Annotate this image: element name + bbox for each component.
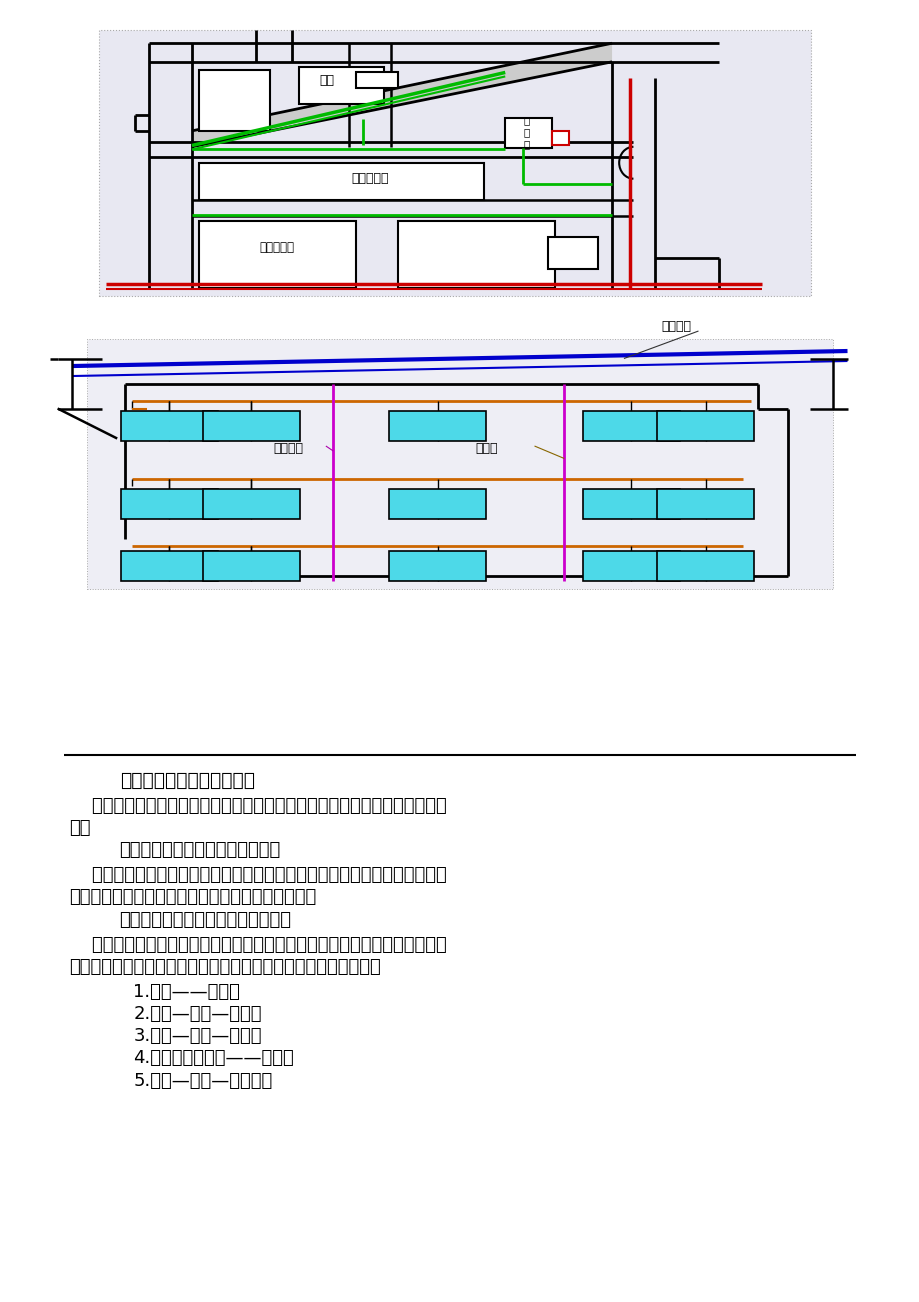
Text: 小区加压给水方式分为集中加压方式和分散加压方式，常用的有：: 小区加压给水方式分为集中加压方式和分散加压方式，常用的有： [69,958,380,976]
Text: 二、小区给水方式及其选择: 二、小区给水方式及其选择 [119,771,255,790]
Bar [203,411,300,441]
Bar [356,73,398,89]
Text: 4.管道泵直接抖水——水筱；: 4.管道泵直接抖水——水筱； [133,1049,294,1068]
Text: 城市给水管网直接给水方式有两种情形，一是给水水压能满足的楼层采用直: 城市给水管网直接给水方式有两种情形，一是给水水压能满足的楼层采用直 [69,866,447,884]
Bar [389,411,485,441]
Text: 小区给水方式一般采用城市给水管网直接给水和小区集中或分散加压给水方: 小区给水方式一般采用城市给水管网直接给水和小区集中或分散加压给水方 [69,797,447,815]
Bar [199,163,483,201]
Text: 市政给水管: 市政给水管 [259,241,295,254]
Bar [120,551,218,581]
Bar [389,488,485,518]
Bar [550,132,568,146]
Bar [120,488,218,518]
Text: 给水干管网: 给水干管网 [351,172,389,185]
Text: 城市管网压力过低，不能满足小区压力要求时，应采用小区加压给水方式。: 城市管网压力过低，不能满足小区压力要求时，应采用小区加压给水方式。 [69,936,447,954]
Text: 加
压
站: 加 压 站 [523,116,529,148]
Bar [398,221,554,288]
Bar [583,411,679,441]
Bar [657,411,754,441]
Bar [657,488,754,518]
Bar [299,68,384,104]
Text: 1.水池——水泵；: 1.水池——水泵； [133,983,240,1001]
Bar [389,551,485,581]
Text: 2.水池—水泵—水塔；: 2.水池—水泵—水塔； [133,1005,262,1023]
Text: 5.水池—水泵—气压羐；: 5.水池—水泵—气压羐； [133,1072,272,1090]
Text: 给水干管: 给水干管 [661,319,690,332]
Bar [583,551,679,581]
Bar [203,488,300,518]
Text: 式。: 式。 [69,819,90,837]
Bar [99,30,811,296]
Bar [203,551,300,581]
Text: 接供水；二是设置屋顶水筱利用夜间水压调蓄供水。: 接供水；二是设置屋顶水筱利用夜间水压调蓄供水。 [69,888,316,906]
Bar [657,551,754,581]
Text: 小学: 小学 [320,74,335,87]
Text: 3.水池—水泵—水筱；: 3.水池—水泵—水筱； [133,1027,262,1046]
Bar [199,70,270,132]
Bar [583,488,679,518]
Bar [87,339,832,589]
Bar [548,237,597,270]
Bar [505,117,550,148]
Text: 接户管: 接户管 [474,441,497,454]
Text: 给水支管: 给水支管 [274,441,303,454]
Bar [199,221,356,288]
Polygon shape [192,43,611,147]
Bar [120,411,218,441]
Text: （二）小区集中或分散加压给水方式: （二）小区集中或分散加压给水方式 [119,911,291,930]
Text: （一）城市给水管网直接给水方式: （一）城市给水管网直接给水方式 [119,841,280,859]
